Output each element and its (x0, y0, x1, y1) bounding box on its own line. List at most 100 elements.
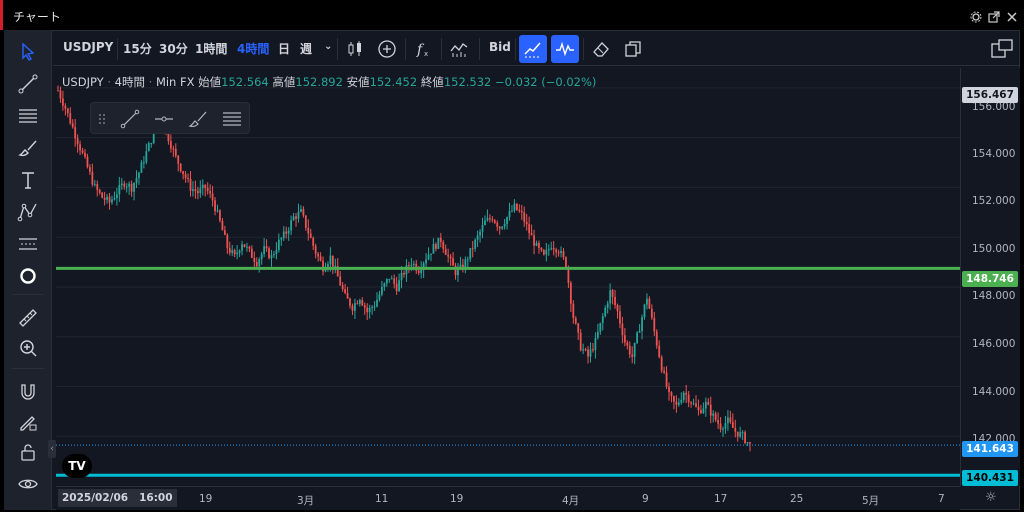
candle-body (739, 432, 742, 437)
candle (430, 253, 432, 262)
interval-30m[interactable]: 30分 (159, 42, 188, 56)
candle (631, 346, 634, 364)
legend-open: 152.564 (221, 75, 269, 89)
candle-body (177, 155, 180, 164)
indicators-icon[interactable] (445, 35, 473, 63)
candle-body (393, 278, 396, 284)
toolbar-separator (12, 368, 44, 369)
fib-lines-icon[interactable] (16, 104, 40, 128)
candle-body (133, 182, 135, 192)
circle-icon[interactable] (16, 264, 40, 288)
candle-body (466, 259, 469, 261)
symbol-button[interactable]: USDJPY (63, 40, 114, 54)
line-chart-icon[interactable] (519, 35, 547, 63)
candle-body (685, 392, 688, 395)
interval-week[interactable]: 週 (300, 42, 313, 56)
candle-body (660, 357, 663, 371)
candle-body (69, 113, 72, 124)
candle-body (621, 323, 624, 336)
tradingview-logo[interactable]: TV (62, 454, 92, 478)
ruler-icon[interactable] (16, 306, 40, 330)
candle (550, 241, 553, 251)
candle (744, 430, 746, 445)
candle-body (479, 231, 481, 236)
collapse-toolbar-button[interactable]: ‹ (48, 440, 56, 458)
fib-lines-icon[interactable] (221, 108, 243, 130)
brush-icon[interactable] (187, 108, 209, 130)
text-icon[interactable] (16, 168, 40, 192)
pulse-icon[interactable] (551, 35, 579, 63)
candle-body (241, 244, 243, 251)
candle (628, 341, 631, 359)
candle-body (518, 209, 521, 212)
candle (734, 419, 737, 438)
candle (371, 304, 373, 315)
chevron-down-icon[interactable]: ⌄ (324, 41, 333, 52)
layout-icon[interactable] (987, 35, 1017, 63)
popout-icon[interactable] (988, 8, 1000, 23)
settings-gear-icon[interactable]: ☼ (985, 490, 997, 505)
candle (260, 251, 263, 265)
candle-body (623, 335, 626, 343)
interval-day[interactable]: 日 (278, 42, 291, 56)
interval-1h[interactable]: 1時間 (195, 42, 228, 56)
trend-line-icon[interactable] (16, 72, 40, 96)
candle-body (587, 349, 589, 357)
candle-body (152, 129, 155, 143)
close-icon[interactable] (1006, 8, 1018, 22)
candle-body (206, 187, 209, 192)
candle-body (135, 177, 138, 183)
candle-body (410, 264, 413, 267)
time-tick: 7 (938, 493, 945, 505)
magnet-icon[interactable] (16, 380, 40, 404)
candle-body (130, 183, 133, 192)
candle (601, 313, 604, 331)
eye-icon[interactable] (16, 472, 40, 496)
brush-icon[interactable] (16, 136, 40, 160)
legend-low: 152.452 (369, 75, 418, 89)
unlock-icon[interactable] (16, 440, 40, 464)
candle (655, 329, 658, 349)
candle-body (57, 90, 59, 92)
eraser-icon[interactable] (587, 35, 615, 63)
drag-handle-icon[interactable] (97, 108, 119, 130)
prediction-icon[interactable] (16, 232, 40, 256)
candle-body (557, 252, 560, 254)
horizontal-ray-icon[interactable] (153, 108, 175, 130)
candle (98, 188, 101, 195)
candle-body (167, 131, 170, 142)
candle (297, 203, 300, 223)
candle (322, 256, 324, 276)
zoom-in-icon[interactable] (16, 336, 40, 360)
candle (307, 219, 310, 241)
copy-icon[interactable] (619, 35, 647, 63)
candle (525, 213, 528, 231)
candle-body (356, 303, 359, 305)
candle-body (567, 267, 570, 283)
time-tick: 19 (199, 493, 213, 505)
candle (211, 185, 214, 207)
candles-icon[interactable] (341, 35, 369, 63)
time-axis[interactable] (56, 486, 960, 510)
bid-ask-toggle[interactable]: Bid (489, 40, 511, 54)
lock-drawing-icon[interactable] (16, 410, 40, 434)
settings-icon[interactable] (970, 8, 982, 23)
interval-4h[interactable]: 4時間 (237, 42, 270, 56)
trend-line-icon[interactable] (119, 108, 141, 130)
pattern-icon[interactable] (16, 200, 40, 224)
candle-body (376, 299, 378, 307)
candle-body (589, 349, 592, 357)
add-indicator-icon[interactable] (373, 35, 401, 63)
cursor-icon[interactable] (16, 40, 40, 64)
interval-15m[interactable]: 15分 (123, 42, 152, 56)
candle (179, 163, 182, 173)
price-chart[interactable] (56, 68, 960, 486)
cyan-line-price-tag: 140.431 (962, 470, 1018, 486)
candle-body (474, 239, 477, 249)
candle-body (106, 196, 108, 200)
candle-body (403, 272, 405, 275)
candle (432, 238, 435, 254)
candle (366, 303, 369, 320)
time-tick: 19 (450, 493, 464, 505)
